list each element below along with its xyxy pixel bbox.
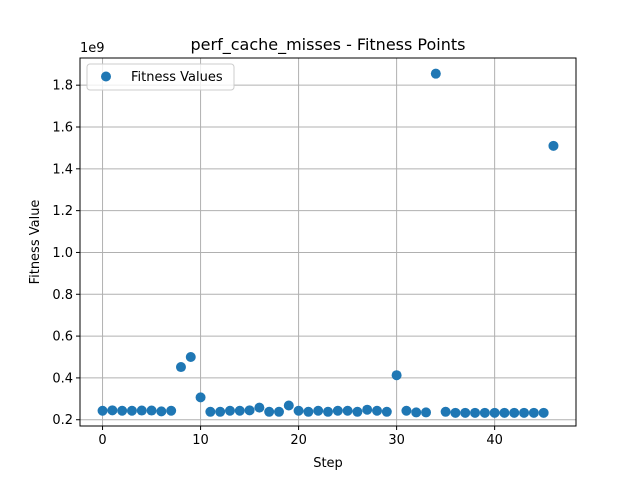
- data-point: [372, 405, 383, 416]
- data-point: [244, 405, 255, 416]
- x-axis-ticks: 0 10 20 30 40: [98, 426, 503, 448]
- y-tick-label: 1.4: [52, 162, 73, 177]
- y-tick-label: 0.8: [52, 288, 73, 303]
- legend: Fitness Values: [86, 63, 235, 91]
- chart-title: perf_cache_misses - Fitness Points: [191, 35, 466, 55]
- data-point: [548, 140, 559, 151]
- y-tick-label: 1.0: [52, 246, 73, 261]
- data-point: [273, 406, 284, 417]
- data-point: [342, 405, 353, 416]
- y-tick-label: 0.6: [52, 330, 73, 345]
- legend-box: [86, 63, 235, 91]
- y-axis-label: Fitness Value: [28, 200, 43, 285]
- grid-lines: [80, 58, 576, 426]
- data-point: [215, 406, 226, 417]
- data-point: [303, 406, 314, 417]
- data-point: [264, 406, 275, 417]
- y-axis-offset-label: 1e9: [80, 41, 105, 56]
- data-point: [352, 406, 363, 417]
- y-tick-label: 1.6: [52, 121, 73, 136]
- data-point: [175, 362, 186, 373]
- data-point: [136, 405, 147, 416]
- data-point: [205, 406, 216, 417]
- y-tick-label: 1.2: [52, 204, 73, 219]
- data-point: [313, 405, 324, 416]
- data-point: [519, 407, 530, 418]
- x-tick-label: 0: [98, 433, 106, 448]
- y-axis-ticks: 0.2 0.4 0.6 0.8 1.0 1.2 1.4 1.6 1.8: [52, 79, 80, 428]
- data-point: [489, 407, 500, 418]
- y-tick-label: 1.8: [52, 79, 73, 94]
- data-point: [479, 407, 490, 418]
- legend-entry-label: Fitness Values: [131, 70, 223, 85]
- data-points: [97, 68, 559, 418]
- data-point: [195, 392, 206, 403]
- data-point: [470, 407, 481, 418]
- data-point: [146, 405, 157, 416]
- data-point: [234, 405, 245, 416]
- data-point: [381, 406, 392, 417]
- data-point: [499, 407, 510, 418]
- data-point: [293, 405, 304, 416]
- data-point: [362, 404, 373, 415]
- data-point: [401, 405, 412, 416]
- x-tick-label: 40: [486, 433, 503, 448]
- data-point: [538, 407, 549, 418]
- data-point: [224, 405, 235, 416]
- data-point: [450, 407, 461, 418]
- data-point: [421, 407, 432, 418]
- data-point: [440, 406, 451, 417]
- data-point: [323, 406, 333, 417]
- data-point: [166, 405, 177, 416]
- data-point: [430, 68, 441, 79]
- data-point: [156, 406, 167, 417]
- x-tick-label: 20: [290, 433, 307, 448]
- y-tick-label: 0.4: [52, 371, 73, 386]
- x-tick-label: 10: [192, 433, 209, 448]
- x-axis-label: Step: [313, 456, 343, 471]
- data-point: [126, 405, 137, 416]
- data-point: [460, 407, 471, 418]
- y-tick-label: 0.2: [52, 413, 73, 428]
- plot-frame: [79, 57, 577, 427]
- data-point: [185, 352, 196, 362]
- data-point: [117, 405, 128, 416]
- data-point: [391, 370, 402, 381]
- data-point: [411, 407, 422, 418]
- legend-marker: [101, 71, 111, 82]
- data-point: [332, 405, 343, 416]
- data-point: [283, 400, 294, 411]
- data-point: [107, 405, 118, 416]
- data-point: [97, 405, 108, 416]
- data-point: [254, 402, 265, 413]
- data-point: [528, 407, 539, 418]
- x-tick-label: 30: [388, 433, 405, 448]
- data-point: [509, 407, 520, 418]
